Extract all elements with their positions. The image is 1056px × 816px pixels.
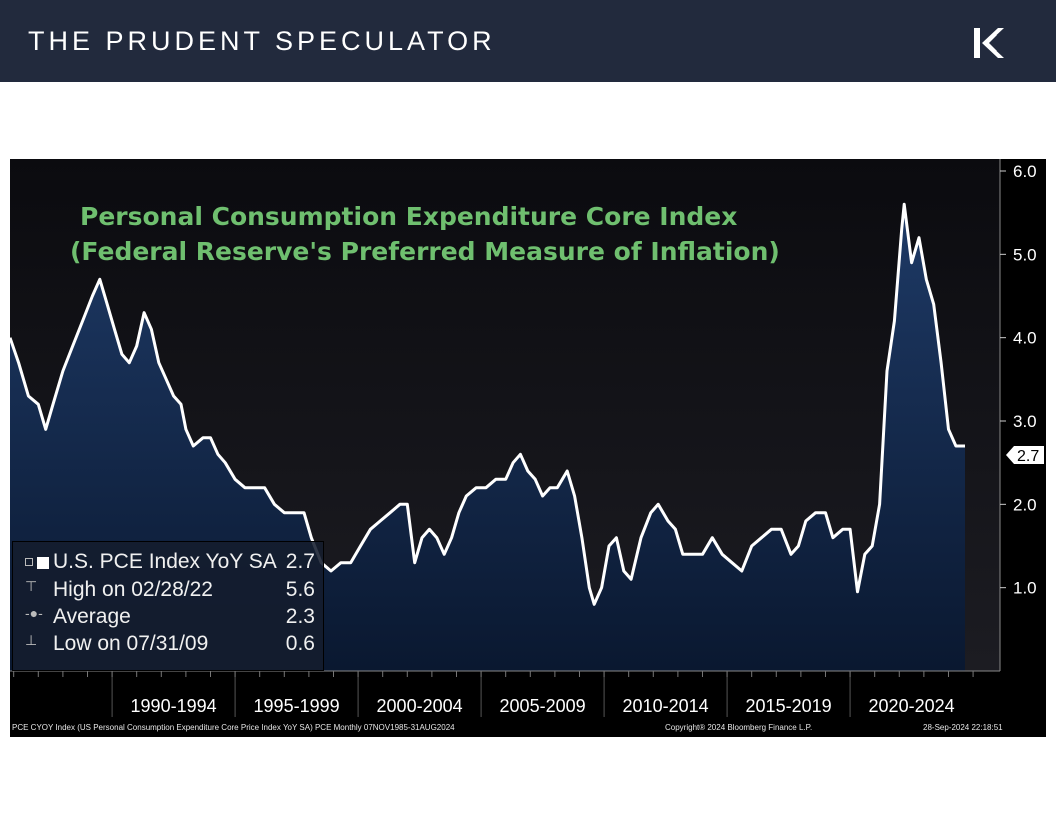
brand-title: THE PRUDENT SPECULATOR — [28, 26, 496, 56]
y-tick-label: 2.0 — [1013, 495, 1037, 514]
header-bar: THE PRUDENT SPECULATOR — [0, 0, 1056, 82]
legend-average-value: 2.3 — [285, 605, 315, 628]
legend-series-row: U.S. PCE Index YoY SA 2.7 — [13, 550, 323, 576]
legend-high-row: ⊤ High on 02/28/22 5.6 — [13, 578, 323, 604]
chart-source-note: PCE CYOY Index (US Personal Consumption … — [12, 723, 455, 732]
x-tick-label: 2010-2014 — [623, 696, 709, 716]
legend-average-row: -●- Average 2.3 — [13, 605, 323, 631]
legend-low-label: Low on 07/31/09 — [53, 632, 209, 655]
chart-legend: U.S. PCE Index YoY SA 2.7 ⊤ High on 02/2… — [12, 541, 324, 671]
y-tick-label: 1.0 — [1013, 579, 1037, 598]
legend-high-label: High on 02/28/22 — [53, 578, 213, 601]
last-value-text: 2.7 — [1017, 448, 1039, 465]
average-marker-icon: -●- — [25, 605, 43, 621]
low-marker-icon: ⊥ — [25, 632, 38, 648]
chart-panel: 1.0 2.0 3.0 4.0 5.0 6.0 1990-1994 1995-1999 2000… — [10, 159, 1046, 737]
series-line — [10, 202, 965, 606]
y-tick-label: 3.0 — [1013, 412, 1037, 431]
y-tick-label: 5.0 — [1013, 245, 1037, 264]
y-tick-label: 4.0 — [1013, 329, 1037, 348]
legend-collapse-icon[interactable] — [25, 558, 33, 566]
x-tick-label: 2000-2004 — [377, 696, 463, 716]
legend-low-value: 0.6 — [285, 632, 315, 655]
x-tick-label: 2005-2009 — [500, 696, 586, 716]
legend-high-value: 5.6 — [285, 578, 315, 601]
high-marker-icon: ⊤ — [25, 578, 38, 594]
x-tick-label: 2015-2019 — [746, 696, 832, 716]
company-logo-icon — [974, 28, 1004, 58]
x-tick-label: 1995-1999 — [254, 696, 340, 716]
chart-title-line2: (Federal Reserve's Preferred Measure of … — [70, 237, 780, 266]
y-tick-label: 6.0 — [1013, 162, 1037, 181]
legend-average-label: Average — [53, 605, 131, 628]
series-swatch-icon — [37, 557, 49, 569]
last-value-tag: 2.7 — [1006, 446, 1044, 465]
x-tick-label: 1990-1994 — [131, 696, 217, 716]
chart-timestamp: 28-Sep-2024 22:18:51 — [923, 723, 1003, 732]
legend-series-value: 2.7 — [285, 550, 315, 573]
legend-series-label: U.S. PCE Index YoY SA — [53, 550, 277, 573]
chart-copyright: Copyright® 2024 Bloomberg Finance L.P. — [665, 723, 813, 732]
legend-low-row: ⊥ Low on 07/31/09 0.6 — [13, 632, 323, 658]
chart-title-line1: Personal Consumption Expenditure Core In… — [80, 202, 737, 231]
x-tick-label: 2020-2024 — [869, 696, 955, 716]
